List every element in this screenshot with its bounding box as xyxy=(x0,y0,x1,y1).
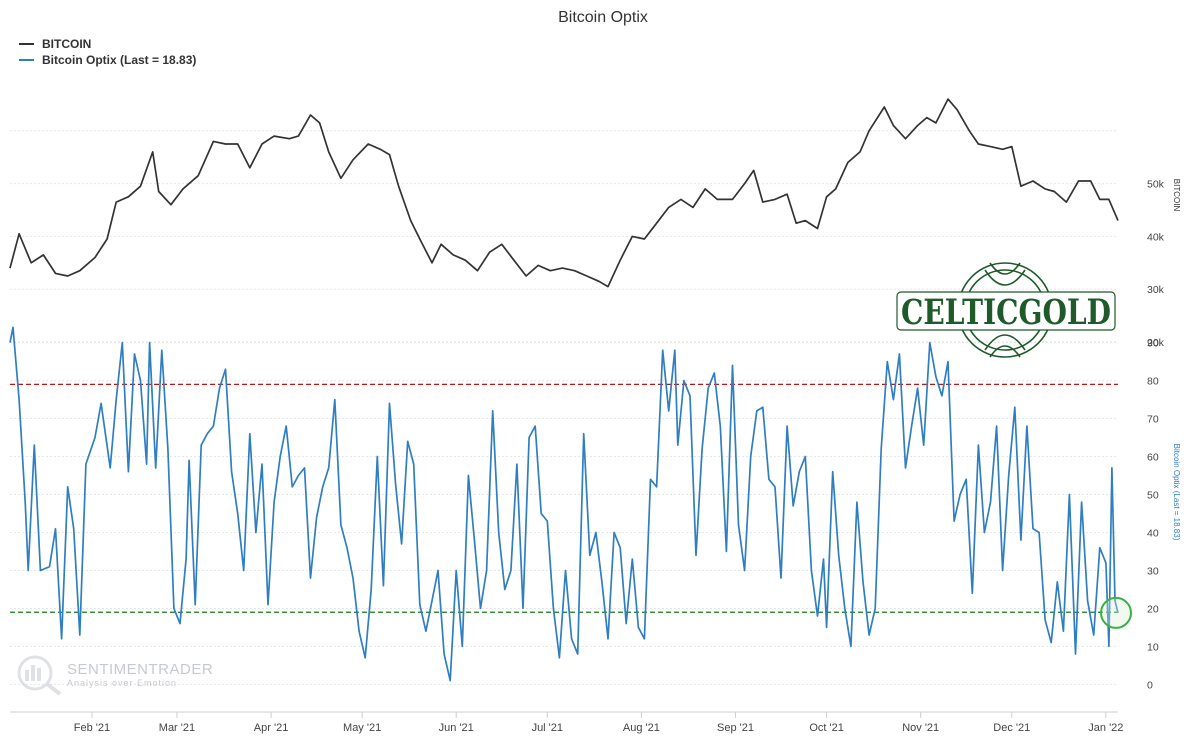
optix-tick-label: 40 xyxy=(1147,527,1159,539)
x-axis: Feb '21 Mar '21 Apr '21 May '21 Jun '21 Jul '… xyxy=(74,712,1123,734)
x-tick-label: Jan '22 xyxy=(1088,722,1123,734)
bitcoin-tick-label: 30k xyxy=(1147,284,1165,296)
x-tick-label: Aug '21 xyxy=(623,722,660,734)
celticgold-logo: CELTICGOLD xyxy=(896,262,1116,358)
x-tick-label: Jun '21 xyxy=(439,722,474,734)
optix-axis-title: Bitcoin Optix (Last = 18.83) xyxy=(1172,444,1181,541)
x-tick-label: Jul '21 xyxy=(532,722,563,734)
optix-tick-label: 30 xyxy=(1147,565,1159,577)
series-layer xyxy=(9,98,1119,682)
sentimentrader-tagline: Analysis over Emotion xyxy=(67,678,177,688)
optix-axis: 90 80 70 60 50 40 30 20 10 0 xyxy=(1147,338,1159,692)
reference-lines xyxy=(10,383,1118,613)
optix-tick-label: 70 xyxy=(1147,414,1159,426)
optix-tick-label: 20 xyxy=(1147,603,1159,615)
bitcoin-tick-label: 40k xyxy=(1147,231,1165,243)
gridlines xyxy=(10,130,1118,685)
optix-tick-label: 0 xyxy=(1147,679,1153,691)
x-tick-label: Apr '21 xyxy=(254,722,289,734)
legend: BITCOIN Bitcoin Optix (Last = 18.83) xyxy=(19,37,196,67)
last-value-highlight-circle xyxy=(1100,596,1132,629)
sentimentrader-name: SENTIMENTRADER xyxy=(67,661,213,678)
x-tick-label: Mar '21 xyxy=(159,722,195,734)
optix-tick-label: 80 xyxy=(1147,376,1159,388)
x-tick-label: Nov '21 xyxy=(902,722,939,734)
sentimentrader-watermark: SENTIMENTRADER Analysis over Emotion xyxy=(17,655,213,696)
legend-label-bitcoin: BITCOIN xyxy=(42,37,91,51)
x-tick-label: Oct '21 xyxy=(809,722,844,734)
x-tick-label: May '21 xyxy=(343,722,381,734)
optix-tick-label: 50 xyxy=(1147,490,1159,502)
optix-tick-label: 60 xyxy=(1147,452,1159,464)
bitcoin-tick-label: 20k xyxy=(1147,337,1165,349)
x-tick-label: Dec '21 xyxy=(993,722,1030,734)
bitcoin-axis: 50k 40k 30k 20k xyxy=(1147,179,1165,349)
optix-line xyxy=(9,326,1119,682)
bitcoin-axis-title: BITCOIN xyxy=(1172,179,1181,212)
x-tick-label: Feb '21 xyxy=(74,722,110,734)
sentimentrader-logo-icon xyxy=(17,655,62,696)
celticgold-text: CELTICGOLD xyxy=(901,292,1111,333)
legend-label-optix: Bitcoin Optix (Last = 18.83) xyxy=(42,53,196,67)
chart-title: Bitcoin Optix xyxy=(558,9,648,26)
optix-tick-label: 10 xyxy=(1147,641,1159,653)
x-tick-label: Sep '21 xyxy=(717,722,754,734)
celticgold-band xyxy=(896,291,1116,331)
optix-tick-label: 90 xyxy=(1147,338,1159,350)
bitcoin-tick-label: 50k xyxy=(1147,179,1165,191)
bitcoin-price-line xyxy=(9,98,1119,288)
